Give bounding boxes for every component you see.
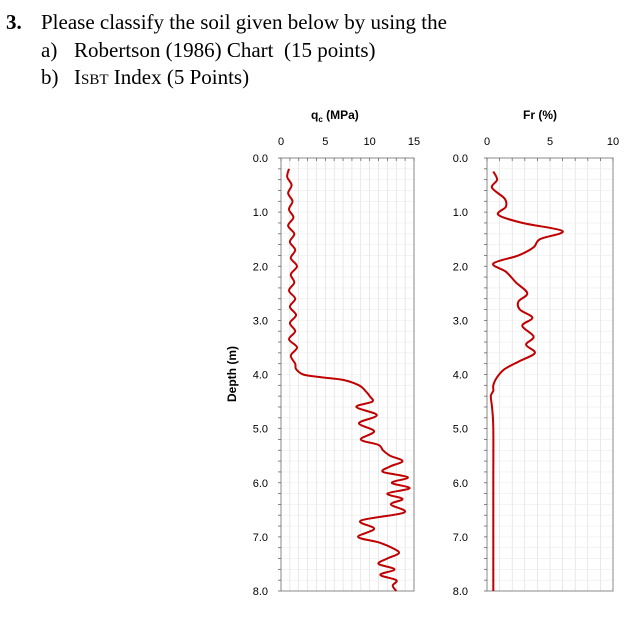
depth-axis-label: Depth (m)	[225, 346, 239, 402]
qc-x-tick-label: 5	[322, 136, 328, 148]
question-number: 3.	[6, 10, 22, 34]
fr-y-tick-label: 8.0	[453, 586, 468, 598]
qc-x-tick-label: 10	[364, 136, 376, 148]
part-b-rest: Index (5 Points)	[108, 65, 250, 89]
qc-x-tick-label: 0	[278, 136, 284, 148]
part-b-marker: b)	[41, 65, 59, 89]
fr-x-tick-label: 10	[607, 136, 619, 148]
isbt-subscript: SBT	[81, 72, 109, 88]
fr-x-tick-label: 5	[547, 136, 553, 148]
qc-y-tick-label: 2.0	[253, 261, 268, 273]
fr-y-tick-label: 0.0	[453, 153, 468, 165]
qc-series-line	[286, 168, 411, 592]
part-a-marker: a)	[41, 38, 58, 62]
qc-y-tick-label: 6.0	[253, 478, 268, 490]
qc-y-tick-label: 0.0	[253, 153, 268, 165]
qc-y-tick-label: 1.0	[253, 207, 268, 219]
qc-y-tick-label: 5.0	[253, 424, 268, 436]
fr-y-tick-label: 1.0	[453, 207, 468, 219]
fr-chart-title: Fr (%)	[523, 108, 557, 122]
fr-y-tick-label: 6.0	[453, 478, 468, 490]
question-text: Please classify the soil given below by …	[41, 10, 447, 34]
fr-y-tick-label: 3.0	[453, 315, 468, 327]
fr-y-tick-label: 5.0	[453, 424, 468, 436]
fr-axis-ticks: 0 5 10 0.0 1.0 2.0 3.0 4.0 5.0 6.0 7.0 8.0	[453, 136, 619, 598]
isbt-i: I	[74, 65, 81, 89]
fr-y-tick-label: 7.0	[453, 532, 468, 544]
fr-grid	[486, 157, 614, 592]
part-a-text: Robertson (1986) Chart (15 points)	[74, 38, 376, 62]
fr-series-line	[489, 171, 564, 592]
qc-axis-ticks: 0 5 10 15 0.0 1.0 2.0 3.0 4.0 5.0 6.0 7.0 8.0	[253, 136, 420, 598]
fr-y-tick-label: 4.0	[453, 370, 468, 382]
qc-x-tick-label: 15	[408, 136, 420, 148]
qc-y-tick-label: 7.0	[253, 532, 268, 544]
fr-y-tick-label: 2.0	[453, 261, 468, 273]
qc-y-tick-label: 4.0	[253, 370, 268, 382]
qc-chart-title: qc (MPa)	[311, 108, 359, 124]
part-b-text: ISBT Index (5 Points)	[74, 67, 249, 88]
qc-y-tick-label: 3.0	[253, 315, 268, 327]
fr-x-tick-label: 0	[484, 136, 490, 148]
qc-y-tick-label: 8.0	[253, 586, 268, 598]
